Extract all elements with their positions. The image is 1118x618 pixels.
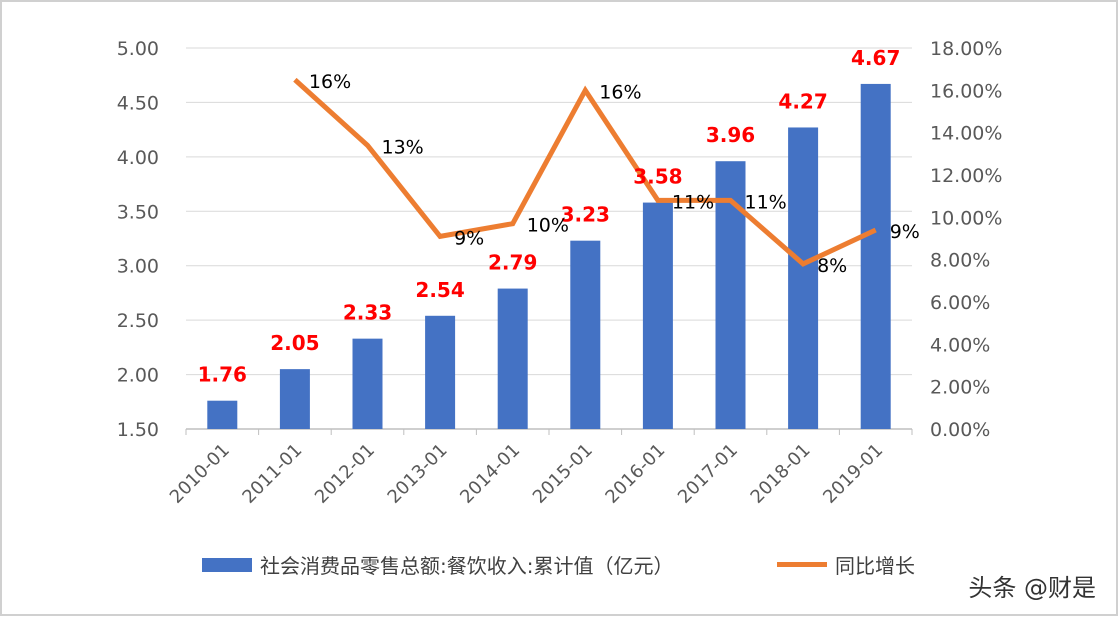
bar-data-label: 3.96 bbox=[706, 123, 755, 147]
right-tick-label: 6.00% bbox=[930, 292, 990, 314]
legend-bar-swatch bbox=[202, 557, 252, 572]
x-tick-label: 2011-01 bbox=[238, 440, 306, 508]
line-data-label: 11% bbox=[745, 191, 787, 213]
x-tick-label: 2014-01 bbox=[456, 440, 524, 508]
right-tick-label: 10.00% bbox=[930, 207, 1002, 229]
x-tick-label: 2015-01 bbox=[529, 440, 597, 508]
bar-data-label: 2.54 bbox=[415, 278, 464, 302]
left-tick-label: 1.50 bbox=[117, 419, 159, 441]
line-data-label: 9% bbox=[454, 227, 484, 249]
bar-data-label: 2.05 bbox=[270, 331, 319, 355]
line-data-label: 13% bbox=[382, 136, 424, 158]
x-tick-label: 2018-01 bbox=[747, 440, 815, 508]
growth-line bbox=[293, 77, 877, 267]
right-tick-label: 14.00% bbox=[930, 123, 1002, 145]
bar-data-label: 4.67 bbox=[851, 46, 900, 70]
watermark: 头条 @财是 bbox=[968, 574, 1096, 602]
line-data-label: 9% bbox=[890, 221, 920, 243]
bar bbox=[788, 127, 819, 430]
bar bbox=[642, 202, 673, 429]
line-data-label: 8% bbox=[817, 255, 847, 277]
x-tick-label: 2019-01 bbox=[819, 440, 887, 508]
right-tick-label: 12.00% bbox=[930, 165, 1002, 187]
left-tick-label: 2.50 bbox=[117, 310, 159, 332]
bar-data-label: 3.23 bbox=[561, 203, 610, 227]
bar bbox=[279, 369, 310, 429]
left-tick-label: 4.00 bbox=[117, 147, 159, 169]
bar bbox=[207, 400, 238, 429]
left-tick-label: 3.50 bbox=[117, 201, 159, 223]
left-tick-label: 3.00 bbox=[117, 256, 159, 278]
bar bbox=[497, 288, 528, 429]
x-tick-label: 2013-01 bbox=[384, 440, 452, 508]
right-tick-label: 4.00% bbox=[930, 334, 990, 356]
line-data-label: 16% bbox=[599, 81, 641, 103]
bar bbox=[425, 315, 456, 429]
bar-data-label: 3.58 bbox=[633, 165, 682, 189]
x-tick-label: 2010-01 bbox=[166, 440, 234, 508]
line-data-label: 16% bbox=[309, 71, 351, 93]
right-tick-label: 18.00% bbox=[930, 38, 1002, 60]
bar-data-label: 1.76 bbox=[198, 363, 247, 387]
x-tick-label: 2012-01 bbox=[311, 440, 379, 508]
bar bbox=[570, 240, 601, 429]
line-data-label: 10% bbox=[527, 215, 569, 237]
right-tick-label: 2.00% bbox=[930, 377, 990, 399]
legend-line-label: 同比增长 bbox=[835, 554, 915, 578]
bar-data-label: 2.79 bbox=[488, 251, 537, 275]
bar-data-label: 4.27 bbox=[778, 89, 827, 113]
left-tick-label: 5.00 bbox=[117, 38, 159, 60]
legend-bar-entry: 社会消费品零售总额:餐饮收入:累计值（亿元） bbox=[202, 550, 673, 579]
x-tick-label: 2017-01 bbox=[674, 440, 742, 508]
bar-data-label: 2.33 bbox=[343, 301, 392, 325]
bar bbox=[352, 338, 383, 429]
right-tick-label: 16.00% bbox=[930, 80, 1002, 102]
legend-line-swatch bbox=[777, 562, 827, 567]
legend-bar-label: 社会消费品零售总额:餐饮收入:累计值（亿元） bbox=[260, 554, 674, 578]
bar bbox=[860, 83, 891, 430]
line-data-label: 11% bbox=[672, 191, 714, 213]
x-tick-label: 2016-01 bbox=[601, 440, 669, 508]
legend-line-entry: 同比增长 bbox=[777, 550, 915, 579]
left-tick-label: 2.00 bbox=[117, 365, 159, 387]
left-tick-label: 4.50 bbox=[117, 92, 159, 114]
right-tick-label: 0.00% bbox=[930, 419, 990, 441]
right-tick-label: 8.00% bbox=[930, 250, 990, 272]
